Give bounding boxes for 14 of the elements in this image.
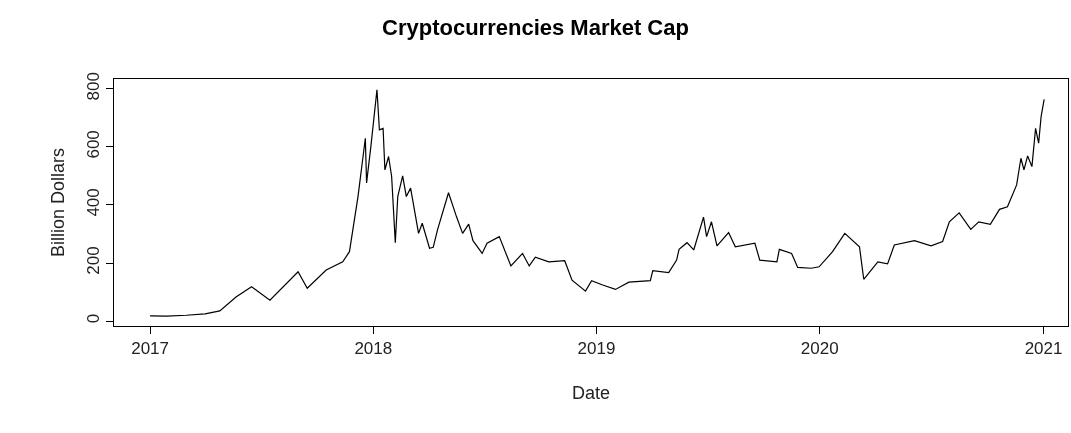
y-tick-label: 400 — [84, 188, 104, 217]
y-tick-label: 600 — [84, 130, 104, 159]
x-tick-label: 2019 — [577, 339, 616, 359]
x-tick-label: 2017 — [131, 339, 169, 359]
y-tick-label: 200 — [84, 246, 104, 275]
y-axis-title: Billion Dollars — [48, 147, 69, 258]
x-tick-label: 2018 — [354, 339, 393, 359]
x-tick-label: 2020 — [800, 339, 839, 359]
chart-title: Cryptocurrencies Market Cap — [382, 14, 689, 40]
y-tick-label: 0 — [84, 313, 104, 324]
x-tick-label: 2021 — [1024, 339, 1063, 359]
line-series — [149, 89, 1045, 317]
x-axis-title: Date — [571, 382, 611, 403]
y-tick-label: 800 — [84, 72, 104, 101]
